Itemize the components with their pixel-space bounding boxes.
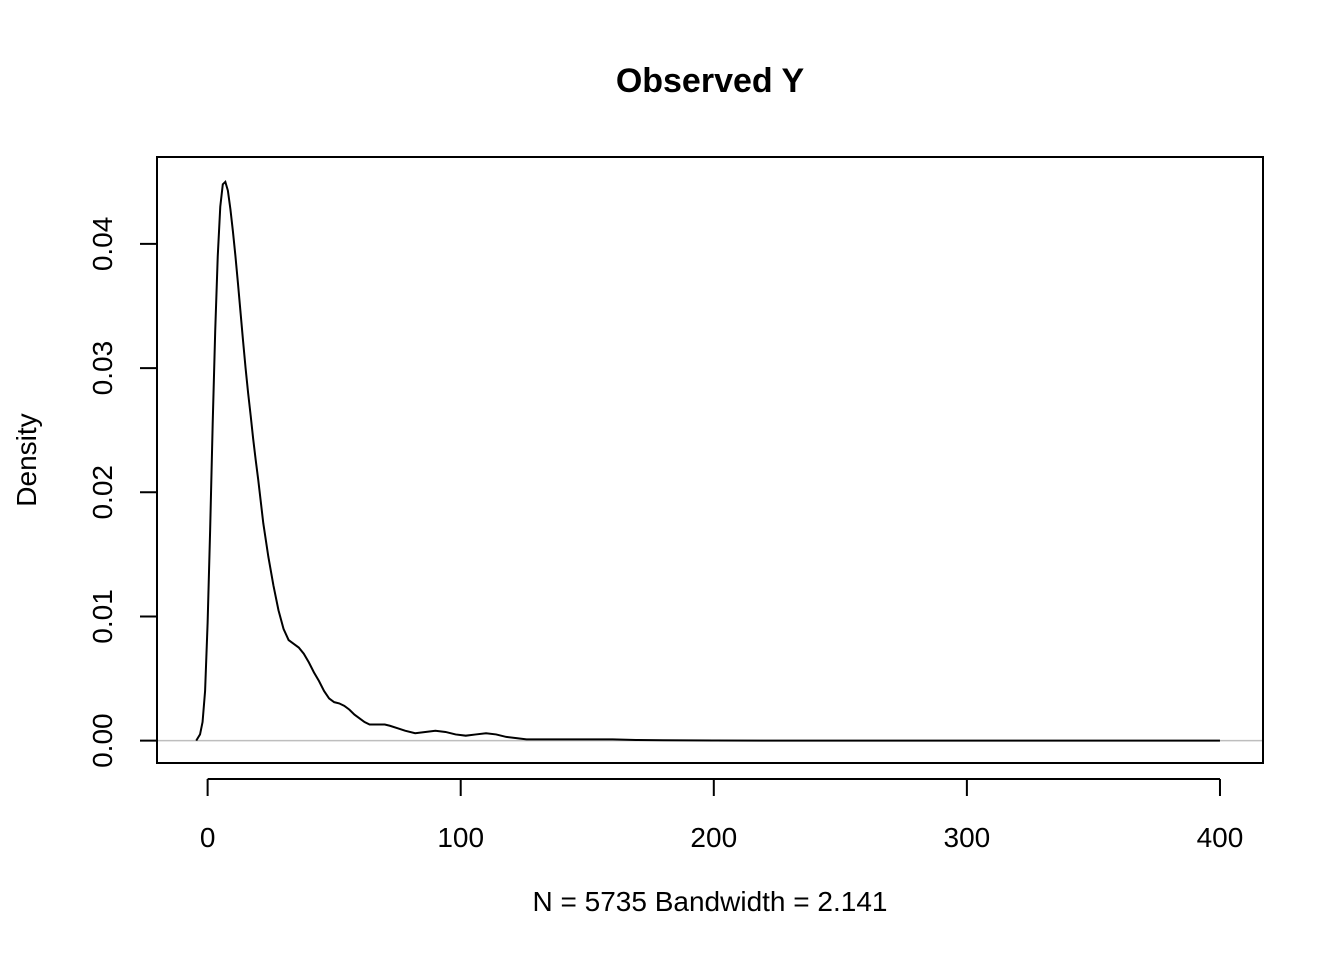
chart-title: Observed Y bbox=[616, 62, 805, 100]
y-tick-label: 0.01 bbox=[87, 589, 118, 644]
y-tick-label: 0.02 bbox=[87, 465, 118, 519]
x-tick-label: 300 bbox=[944, 822, 991, 853]
y-tick-label: 0.03 bbox=[87, 341, 118, 396]
plot-frame bbox=[156, 156, 1264, 764]
x-axis: 0 100 200 300 400 bbox=[200, 778, 1244, 853]
x-axis-label: N = 5735 Bandwidth = 2.141 bbox=[533, 886, 888, 917]
y-axis-label: Density bbox=[11, 413, 42, 506]
x-tick-label: 100 bbox=[437, 822, 484, 853]
density-curve bbox=[195, 179, 1220, 742]
x-tick-label: 0 bbox=[200, 822, 216, 853]
y-axis: 0.00 0.01 0.02 0.03 0.04 bbox=[87, 217, 158, 768]
y-tick-label: 0.00 bbox=[87, 713, 118, 768]
x-tick-label: 200 bbox=[690, 822, 737, 853]
y-tick-label: 0.04 bbox=[87, 217, 118, 271]
x-tick-label: 400 bbox=[1197, 822, 1244, 853]
